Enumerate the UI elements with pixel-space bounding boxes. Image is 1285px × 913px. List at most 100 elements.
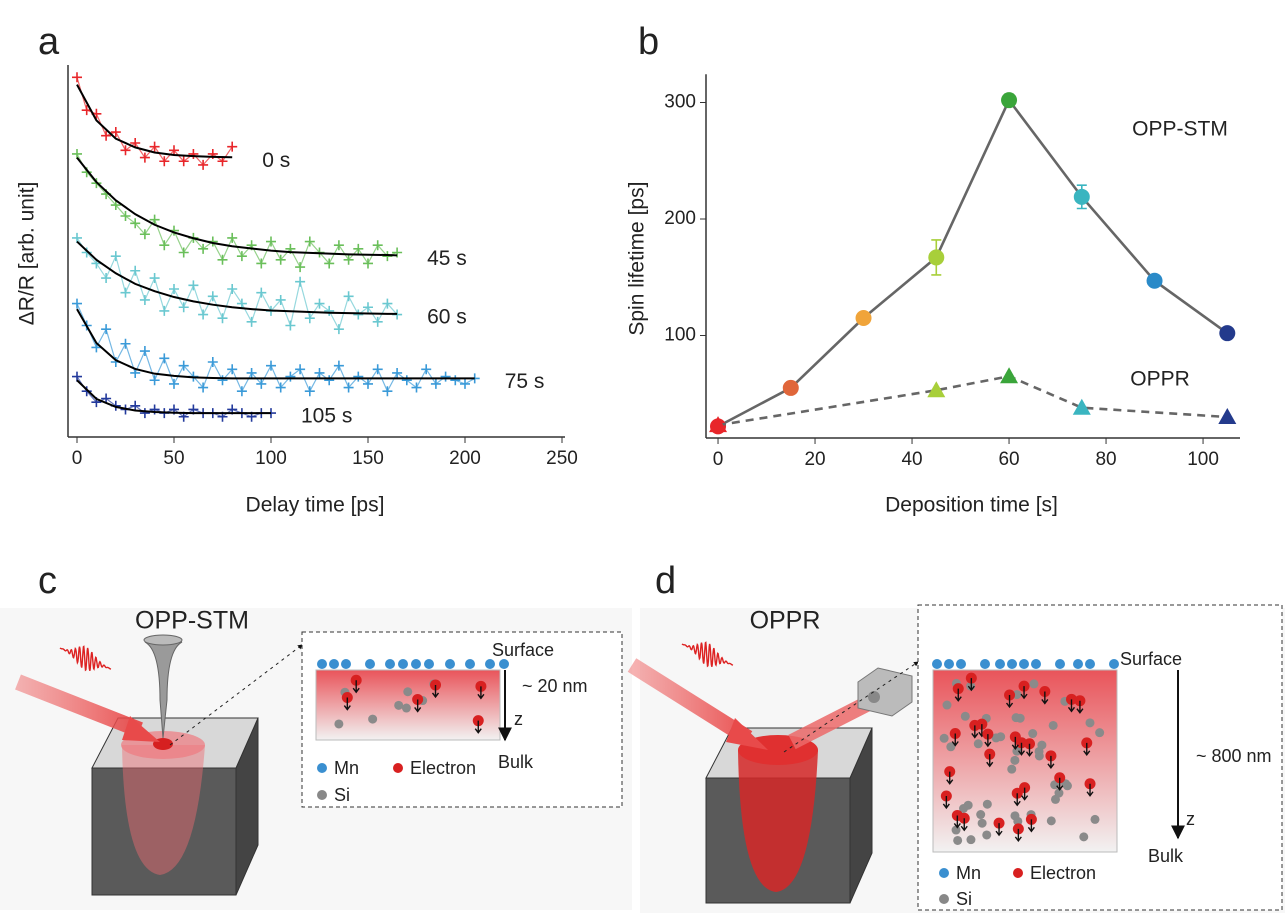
si-atom — [1035, 751, 1044, 760]
y-axis-label: ΔR/R [arb. unit] — [16, 182, 39, 326]
si-atom — [1085, 718, 1094, 727]
x-tick-label: 250 — [546, 448, 578, 469]
data-point — [218, 255, 228, 265]
data-point — [1001, 92, 1017, 108]
data-point — [402, 375, 412, 385]
axis-label: z — [514, 709, 523, 729]
legend-dot — [1013, 868, 1023, 878]
data-point — [121, 145, 131, 155]
diagram-title: OPP-STM — [135, 607, 249, 635]
data-point — [218, 313, 228, 323]
data-point — [150, 273, 160, 283]
si-atom — [1049, 721, 1058, 730]
series-label: OPPR — [1130, 368, 1190, 391]
fit-line — [77, 158, 397, 256]
page: { "panel_labels": ["a", "b", "c", "d"], … — [0, 0, 1285, 913]
y-tick-label: 300 — [664, 92, 696, 113]
si-atom — [953, 836, 962, 845]
data-point — [315, 368, 325, 378]
legend-dot — [939, 868, 949, 878]
data-point — [256, 258, 266, 268]
data-point — [392, 368, 402, 378]
panel-letter: b — [638, 21, 659, 63]
data-point — [256, 288, 266, 298]
data-point — [208, 357, 218, 367]
data-point — [150, 375, 160, 385]
si-atom — [961, 712, 970, 721]
si-atom — [1079, 832, 1088, 841]
panel-letter: c — [38, 560, 57, 602]
mn-atom — [365, 659, 375, 669]
data-point — [441, 372, 451, 382]
mn-atom — [385, 659, 395, 669]
data-point — [382, 386, 392, 396]
mn-atom — [424, 659, 434, 669]
surface-label: Surface — [1120, 649, 1182, 669]
bulk-label: Bulk — [498, 752, 534, 772]
mn-atom — [411, 659, 421, 669]
axis-label: z — [1186, 809, 1195, 829]
data-point — [363, 302, 373, 312]
mn-atom — [944, 659, 954, 669]
si-atom — [1007, 765, 1016, 774]
data-point — [227, 284, 237, 294]
data-point — [295, 262, 305, 272]
data-point — [324, 375, 334, 385]
data-point — [140, 346, 150, 356]
data-point — [783, 380, 799, 396]
data-point — [208, 291, 218, 301]
mn-atom — [465, 659, 475, 669]
data-point — [198, 310, 208, 320]
data-point — [373, 317, 383, 327]
data-point — [295, 277, 305, 287]
x-tick-label: 0 — [72, 448, 83, 469]
mn-atom — [317, 659, 327, 669]
si-atom — [982, 830, 991, 839]
data-point — [72, 72, 82, 82]
data-point — [344, 291, 354, 301]
legend-label: Si — [956, 889, 972, 909]
data-point — [130, 266, 140, 276]
data-point — [111, 251, 121, 261]
mn-atom — [1031, 659, 1041, 669]
si-atom — [1091, 815, 1100, 824]
si-atom — [1012, 747, 1021, 756]
data-point — [285, 321, 295, 331]
x-tick-label: 60 — [998, 449, 1019, 470]
data-point — [1218, 408, 1236, 424]
si-atom — [1016, 714, 1025, 723]
data-point — [334, 240, 344, 250]
data-point — [237, 386, 247, 396]
mn-atom — [445, 659, 455, 669]
mn-atom — [995, 659, 1005, 669]
legend-label: Si — [334, 785, 350, 805]
y-tick-label: 200 — [664, 208, 696, 229]
data-point — [101, 324, 111, 334]
diagram-d: OPPR Surface ~ 800 nm z Bulk Mn Electron… — [632, 605, 1285, 913]
x-tick-label: 100 — [255, 448, 287, 469]
data-point — [1147, 273, 1163, 289]
si-atom — [1047, 816, 1056, 825]
si-atom — [978, 819, 987, 828]
data-point — [227, 142, 237, 152]
diagram-title: OPPR — [750, 607, 821, 635]
data-point — [363, 258, 373, 268]
data-point — [856, 310, 872, 326]
legend-label: Mn — [334, 758, 359, 778]
si-atom — [1054, 789, 1063, 798]
data-point — [1000, 367, 1018, 383]
y-axis-label: Spin lifetime [ps] — [626, 182, 649, 336]
series-label: OPP-STM — [1132, 118, 1228, 141]
data-point — [188, 280, 198, 290]
data-point — [431, 379, 441, 389]
mn-atom — [341, 659, 351, 669]
data-point — [305, 313, 315, 323]
diagram-c: OPP-STM Surface ~ 20 nm z Bulk Mn Electr… — [0, 607, 632, 910]
panel-letter: a — [38, 21, 60, 63]
data-line — [77, 238, 397, 329]
x-tick-label: 50 — [163, 448, 184, 469]
data-point — [1219, 325, 1235, 341]
mn-atom — [956, 659, 966, 669]
figure: a b c d OPP-STM Surface ~ 20 nm z Bulk M… — [0, 0, 1285, 913]
legend-label: Mn — [956, 863, 981, 883]
